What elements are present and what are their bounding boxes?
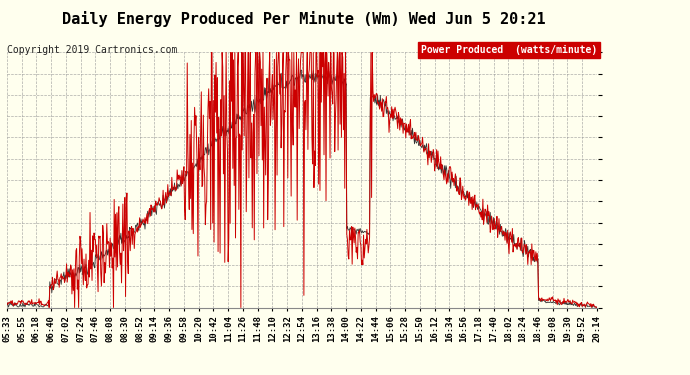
Text: Copyright 2019 Cartronics.com: Copyright 2019 Cartronics.com <box>7 45 177 55</box>
Text: Power Produced  (watts/minute): Power Produced (watts/minute) <box>421 45 597 55</box>
Text: Daily Energy Produced Per Minute (Wm) Wed Jun 5 20:21: Daily Energy Produced Per Minute (Wm) We… <box>62 11 545 27</box>
